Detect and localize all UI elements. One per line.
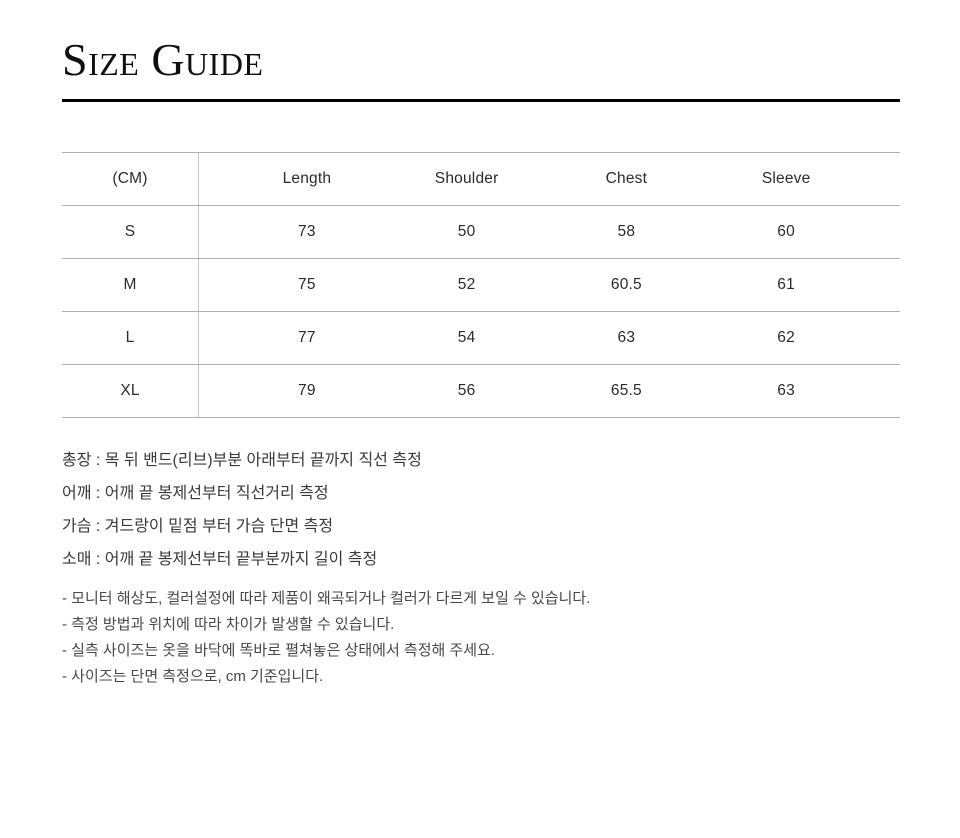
page-title: Size Guide — [62, 34, 264, 85]
size-label: XL — [62, 365, 199, 417]
note-line: - 실측 사이즈는 옷을 바닥에 똑바로 펼쳐놓은 상태에서 측정해 주세요. — [62, 642, 496, 659]
size-label: S — [62, 206, 199, 258]
table-cell: 52 — [457, 276, 476, 293]
table-cell: 54 — [457, 329, 476, 346]
table-cell: 63 — [777, 382, 795, 399]
size-label: M — [62, 259, 199, 311]
note-line: - 모니터 해상도, 컬러설정에 따라 제품이 왜곡되거나 컬러가 다르게 보일… — [62, 590, 591, 607]
guide-line-sleeve: 소매 : 어깨 끝 봉제선부터 끝부분까지 길이 측정 — [62, 551, 378, 568]
table-row-xl: XL 79 56 65.5 63 — [62, 365, 900, 418]
size-label: L — [62, 312, 199, 364]
size-table: (CM) Length Shoulder Chest Sleeve S 73 5… — [62, 152, 900, 418]
table-row-l: L 77 54 63 62 — [62, 312, 900, 365]
table-cell: 73 — [298, 223, 316, 240]
table-cell: 50 — [457, 223, 476, 240]
column-header-length: Length — [282, 170, 332, 187]
table-cell: 60 — [777, 223, 795, 240]
table-cell: 79 — [298, 382, 316, 399]
table-cell: 60.5 — [610, 276, 642, 293]
column-header-chest: Chest — [605, 170, 648, 187]
guide-line-shoulder: 어깨 : 어깨 끝 봉제선부터 직선거리 측정 — [62, 485, 329, 502]
table-row-s: S 73 50 58 60 — [62, 206, 900, 259]
table-cell: 75 — [298, 276, 316, 293]
table-cell: 77 — [298, 329, 316, 346]
table-cell: 63 — [617, 329, 636, 346]
column-header-sleeve: Sleeve — [761, 170, 811, 187]
guide-line-length: 총장 : 목 뒤 밴드(리브)부분 아래부터 끝까지 직선 측정 — [62, 452, 422, 469]
table-header-row: (CM) Length Shoulder Chest Sleeve — [62, 153, 900, 206]
table-cell: 62 — [777, 329, 795, 346]
size-guide-page: Size Guide (CM) Length Shoulder Chest Sl… — [62, 0, 900, 690]
disclaimer-notes: - 모니터 해상도, 컬러설정에 따라 제품이 왜곡되거나 컬러가 다르게 보일… — [62, 586, 900, 690]
note-line: - 사이즈는 단면 측정으로, cm 기준입니다. — [62, 668, 324, 685]
table-cell: 65.5 — [610, 382, 642, 399]
table-cell: 58 — [617, 223, 636, 240]
table-cell: 61 — [777, 276, 795, 293]
table-row-m: M 75 52 60.5 61 — [62, 259, 900, 312]
guide-line-chest: 가슴 : 겨드랑이 밑점 부터 가슴 단면 측정 — [62, 518, 334, 535]
title-divider-rule — [62, 99, 900, 102]
table-cell: 56 — [457, 382, 476, 399]
column-header-shoulder: Shoulder — [434, 170, 499, 187]
note-line: - 측정 방법과 위치에 따라 차이가 발생할 수 있습니다. — [62, 616, 395, 633]
unit-header-cell: (CM) — [62, 153, 199, 205]
measurement-guide: 총장 : 목 뒤 밴드(리브)부분 아래부터 끝까지 직선 측정 어깨 : 어깨… — [62, 444, 900, 576]
